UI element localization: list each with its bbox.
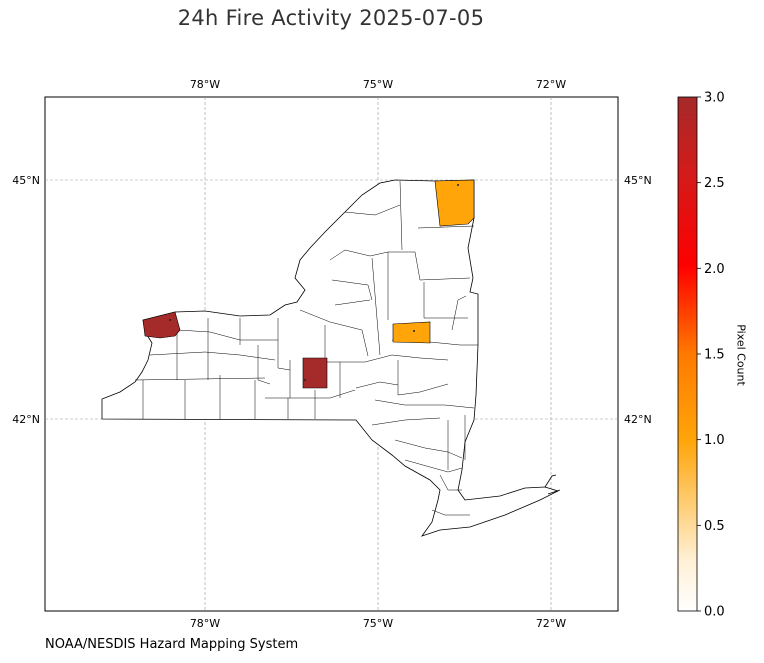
colorbar-tick-label: 0.0 [704,605,725,620]
colorbar-tick-label: 0.5 [704,519,725,534]
new-york-state-outline [101,179,560,537]
longitude-ticks-top: 78°W 75°W 72°W [190,78,566,91]
latitude-ticks-left: 45°N 42°N [12,174,40,426]
tick-label: 45°N [12,174,40,187]
fire-county-northeast [434,179,475,227]
longitude-ticks-bottom: 78°W 75°W 72°W [190,617,566,630]
tick-label: 42°N [624,413,652,426]
tick-label: 72°W [536,617,566,630]
colorbar-tick-label: 2.5 [704,176,725,191]
tick-label: 75°W [363,617,393,630]
colorbar-label: Pixel Count [734,324,748,386]
map-title: 24h Fire Activity 2025-07-05 [177,6,485,30]
tick-label: 42°N [12,413,40,426]
fire-county-west [142,311,181,339]
colorbar-tick-label: 1.5 [704,348,725,363]
latitude-ticks-right: 45°N 42°N [624,174,652,426]
colorbar-tick-label: 3.0 [704,91,725,106]
fire-county-east-central [392,321,431,344]
data-source-credit: NOAA/NESDIS Hazard Mapping System [45,637,299,652]
colorbar-gradient [677,96,698,612]
colorbar-ticks: 0.0 0.5 1.0 1.5 2.0 2.5 3.0 [697,91,725,620]
tick-label: 72°W [536,78,566,91]
fire-county-southern-tier [302,357,328,389]
tick-label: 78°W [190,78,220,91]
colorbar: 0.0 0.5 1.0 1.5 2.0 2.5 3.0 [677,91,725,620]
colorbar-tick-label: 2.0 [704,262,725,277]
colorbar-tick-label: 1.0 [704,433,725,448]
tick-label: 75°W [363,78,393,91]
tick-label: 45°N [624,174,652,187]
county-boundaries [134,180,478,516]
state-map [101,179,561,537]
fire-detections [169,184,459,381]
tick-label: 78°W [190,617,220,630]
